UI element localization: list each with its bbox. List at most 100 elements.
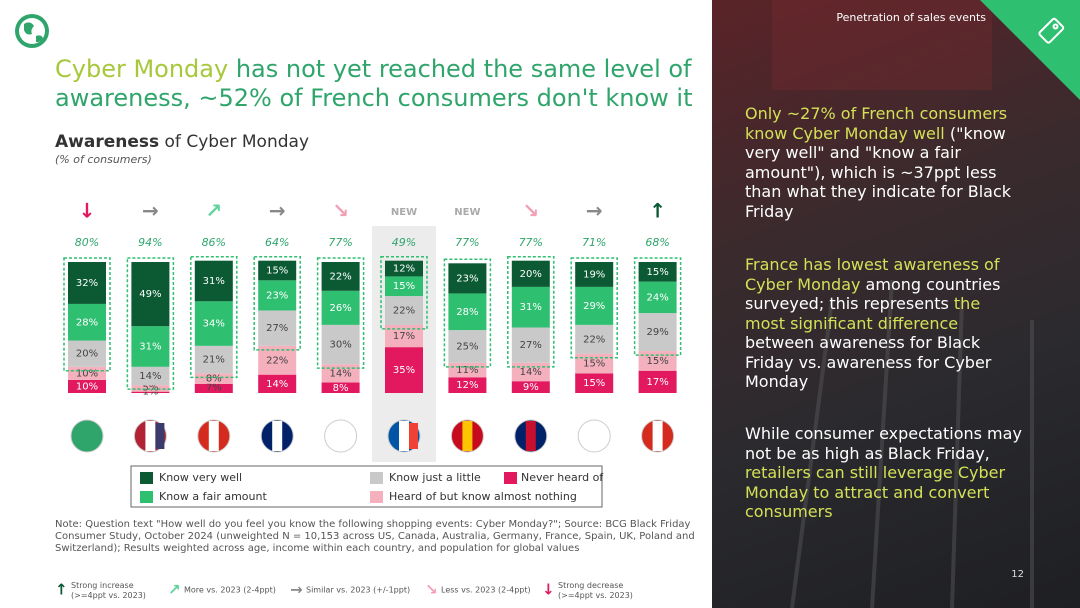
legend-swatch (370, 472, 383, 484)
segment-label: 15% (646, 267, 668, 278)
bar-segment (194, 383, 233, 393)
segment-label: 15% (583, 378, 605, 389)
bar-segment (638, 370, 677, 393)
segment-label: 27% (266, 323, 288, 334)
aware-box (570, 257, 618, 359)
bar-segment (258, 260, 297, 281)
bar-segment (258, 374, 297, 393)
flag (260, 419, 294, 453)
trend-legend-line: Strong increase (71, 581, 134, 590)
segment-label: 22% (329, 271, 351, 282)
flag-band (208, 421, 219, 451)
segment-label: 31% (139, 341, 161, 352)
bar-segment (68, 262, 106, 304)
bar-segment (68, 303, 106, 341)
segment-label: 30% (329, 340, 351, 351)
flag (70, 419, 104, 453)
total-label: 64% (265, 236, 289, 249)
bar-segment (511, 362, 550, 382)
trend-legend-line: (>=4ppt vs. 2023) (558, 591, 633, 600)
panel-paragraph: Only ~27% of French consumers know Cyber… (745, 104, 1025, 221)
segment-label: 15% (646, 356, 668, 367)
bar-segment (575, 262, 614, 287)
segment-label: 34% (203, 319, 225, 330)
panel-paragraph: While consumer expectations may not be a… (745, 424, 1025, 522)
bar-segment (258, 345, 297, 375)
trend-legend-symbol: ↗ (168, 581, 181, 599)
aware-box (507, 255, 555, 368)
segment-label: 22% (266, 355, 288, 366)
legend-swatch (504, 472, 517, 484)
segment-label: 31% (520, 302, 542, 313)
aware-box (190, 255, 238, 379)
flag (577, 419, 611, 453)
bar-segment (638, 281, 677, 314)
bar-segment (385, 324, 423, 348)
bar-segment (194, 301, 233, 346)
flag-band (462, 421, 473, 451)
total-label: 49% (392, 236, 416, 249)
segment-label: 5% (142, 382, 158, 393)
segment-label: 22% (583, 334, 605, 345)
total-label: 94% (138, 236, 162, 249)
total-label: 86% (202, 236, 226, 249)
segment-label: 15% (393, 281, 415, 292)
bar-segment (575, 353, 614, 374)
trend-legend-symbol: ↑ (55, 581, 68, 599)
legend-swatch (370, 491, 383, 503)
flag (641, 419, 675, 453)
bar-segment (194, 345, 233, 374)
segment-label: 10% (76, 368, 98, 379)
chart-title: Awareness of Cyber Monday (55, 132, 309, 152)
trend-indicator: → (586, 199, 603, 223)
segment-label: 29% (583, 301, 605, 312)
panel-text: among countries surveyed; this represent… (745, 274, 1001, 314)
segment-label: 22% (393, 305, 415, 316)
segment-label: 19% (583, 269, 605, 280)
panel-text: Only ~27% of French consumers know Cyber… (745, 104, 1008, 143)
segment-label: 12% (393, 264, 415, 275)
segment-label: 25% (456, 341, 478, 352)
panel-text: between awareness for Black Friday vs. a… (745, 333, 992, 391)
panel-text: ("know very well" and "know a fair amoun… (745, 123, 1012, 221)
segment-label: 8% (333, 383, 349, 394)
aware-box (316, 257, 365, 369)
trend-legend-text: Strong increase (>=4ppt vs. 2023) (71, 581, 146, 600)
chart-title-rest: of Cyber Monday (159, 132, 310, 152)
trend-legend-symbol: ↓ (542, 581, 555, 599)
bar-segment (511, 327, 550, 363)
segment-label: 9% (523, 382, 539, 393)
legend-label: Know very well (159, 471, 242, 484)
segment-label: 15% (583, 359, 605, 370)
bar-segment (575, 286, 614, 325)
segment-label: 49% (139, 289, 161, 300)
flag-band (525, 421, 536, 451)
segment-label: 7% (206, 382, 222, 393)
bar-segment (321, 324, 360, 365)
chart: ↓80%10%10%20%28%32%→94%1%5%14%31%49%↗86%… (55, 199, 682, 600)
segment-label: 14% (520, 367, 542, 378)
segment-label: 24% (646, 292, 668, 303)
trend-indicator: ↘ (522, 199, 539, 223)
bar-segment (638, 313, 677, 352)
total-label: 68% (645, 236, 669, 249)
segment-label: 12% (456, 380, 478, 391)
legend-label: Heard of but know almost nothing (389, 490, 577, 503)
trend-legend-text: Similar vs. 2023 (+/-1ppt) (306, 586, 410, 595)
left-panel: Cyber Monday has not yet reached the sam… (15, 14, 695, 600)
trend-indicator: NEW (391, 207, 417, 218)
legend-label: Know a fair amount (159, 490, 267, 503)
bar-segment (638, 351, 677, 371)
segment-label: 1% (142, 386, 158, 397)
slide-title: Cyber Monday has not yet reached the sam… (55, 55, 695, 113)
segment-label: 8% (206, 374, 222, 385)
background-art (772, 0, 1080, 608)
bar-segment (258, 280, 297, 311)
flag (387, 419, 421, 453)
bar-segment (194, 260, 233, 302)
legend-swatch (140, 491, 153, 503)
panel-text: retailers can still leverage Cyber Monda… (745, 463, 1006, 521)
segment-label: 23% (456, 273, 478, 284)
trend-legend-text: Strong decrease (>=4ppt vs. 2023) (558, 581, 633, 600)
bar-segment (448, 377, 487, 393)
